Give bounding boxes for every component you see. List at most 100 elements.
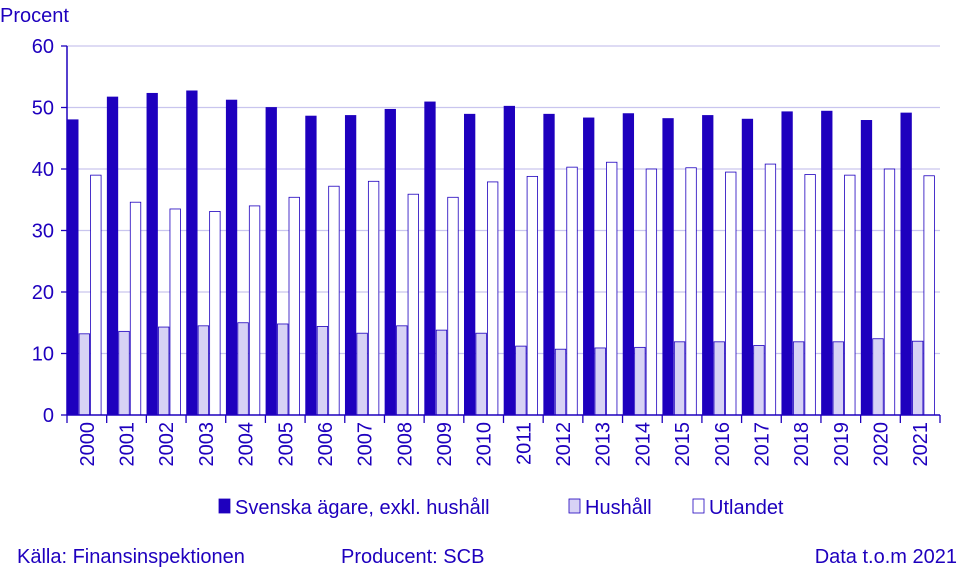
bar-series-2 (356, 332, 368, 416)
x-tick-label: 2016 (712, 422, 734, 467)
x-tick-label: 2003 (196, 422, 218, 467)
bar-series-1 (265, 107, 277, 416)
bar-series-3 (685, 167, 697, 416)
x-tick-label: 2007 (355, 422, 377, 467)
bar-series-2 (197, 325, 210, 416)
bar-series-3 (367, 180, 380, 416)
bar-series-3 (248, 205, 261, 416)
legend-swatch (692, 498, 705, 514)
bar-series-2 (792, 341, 805, 416)
y-tick-labels: 0 10 20 30 40 50 60 (32, 36, 54, 427)
bar-series-2 (554, 348, 567, 416)
bar-series-2 (78, 333, 90, 416)
bar-series-1 (622, 113, 635, 416)
bars (67, 90, 935, 416)
bar-series-3 (209, 211, 221, 416)
x-tick-label: 2004 (236, 422, 258, 467)
source-text: Källa: Finansinspektionen (17, 546, 245, 568)
bar-series-3 (487, 181, 499, 416)
y-tick-label: 30 (32, 221, 54, 243)
bar-series-2 (316, 326, 329, 416)
bar-series-2 (237, 322, 249, 416)
bar-series-1 (384, 108, 396, 416)
x-tick-label: 2019 (831, 422, 853, 467)
bar-series-3 (566, 166, 578, 416)
legend-label: Svenska ägare, exkl. hushåll (235, 497, 490, 519)
y-tick-label: 0 (43, 405, 54, 427)
x-tick-label: 2000 (77, 422, 99, 467)
bar-series-1 (860, 120, 873, 416)
x-tick-label: 2015 (672, 422, 694, 467)
y-tick-label: 20 (32, 282, 54, 304)
bar-series-1 (464, 113, 476, 416)
x-tick-label: 2018 (791, 422, 813, 467)
bar-series-2 (515, 345, 527, 416)
x-tick-label: 2005 (275, 422, 297, 467)
bar-series-3 (447, 196, 459, 416)
bar-series-1 (146, 92, 158, 416)
bar-series-2 (713, 341, 725, 416)
bar-series-3 (526, 175, 538, 416)
legend-swatch (568, 498, 581, 514)
x-tick-label: 2017 (751, 422, 773, 467)
bar-series-1 (741, 118, 754, 416)
bar-series-1 (781, 111, 793, 416)
bar-series-1 (305, 115, 317, 416)
y-tick-label: 10 (32, 344, 54, 366)
bar-series-3 (725, 171, 737, 416)
bar-series-2 (594, 347, 606, 416)
x-tick-labels: 2000 2001 2002 2003 2004 2005 2006 2007 2008 2009… (77, 422, 932, 467)
bar-series-3 (923, 175, 935, 416)
producer-text: Producent: SCB (341, 546, 485, 568)
y-axis-label: Procent (0, 5, 69, 27)
x-tick-label: 2010 (474, 422, 496, 467)
bar-series-1 (186, 90, 198, 416)
bar-series-1 (344, 115, 357, 416)
x-tick-label: 2001 (117, 422, 139, 467)
bar-series-2 (475, 332, 487, 416)
x-tick-label: 2008 (394, 422, 416, 467)
bar-series-2 (277, 323, 289, 416)
bar-series-2 (634, 346, 646, 416)
bar-series-2 (673, 341, 686, 416)
bar-series-3 (407, 193, 419, 416)
x-tick-label: 2021 (910, 422, 932, 467)
bar-series-1 (424, 101, 436, 416)
bar-series-1 (821, 110, 833, 416)
bar-series-1 (225, 99, 238, 416)
bar-series-2 (912, 340, 924, 416)
bar-series-3 (645, 168, 658, 416)
bar-series-3 (606, 161, 618, 416)
bar-series-2 (158, 326, 170, 416)
bar-series-3 (129, 201, 142, 416)
bar-series-3 (169, 208, 181, 416)
bar-series-1 (900, 112, 912, 416)
bar-series-2 (435, 329, 448, 416)
bar-series-1 (503, 105, 515, 416)
y-tick-label: 60 (32, 36, 54, 58)
y-tick-label: 40 (32, 159, 54, 181)
x-tick-label: 2013 (593, 422, 615, 467)
data-until-text: Data t.o.m 2021 (814, 546, 957, 568)
bar-series-1 (543, 113, 555, 416)
x-tick-label: 2011 (513, 422, 535, 465)
x-tick-label: 2014 (632, 422, 654, 467)
legend-label: Hushåll (585, 497, 652, 519)
bar-series-1 (67, 119, 79, 416)
bar-series-1 (662, 118, 674, 416)
bar-series-3 (288, 196, 300, 416)
axes (66, 46, 941, 423)
bar-series-1 (583, 117, 595, 416)
bar-series-2 (118, 330, 130, 416)
bar-series-2 (396, 325, 408, 416)
y-tick-label: 50 (32, 98, 54, 120)
bar-series-2 (832, 341, 844, 416)
x-tick-label: 2020 (870, 422, 892, 467)
bar-series-1 (702, 115, 714, 416)
x-tick-label: 2006 (315, 422, 337, 467)
bar-series-3 (328, 185, 340, 416)
legend: Svenska ägare, exkl. hushåll Hushåll Utlan… (218, 497, 784, 519)
x-tick-label: 2002 (156, 422, 178, 467)
bar-series-1 (106, 96, 119, 416)
